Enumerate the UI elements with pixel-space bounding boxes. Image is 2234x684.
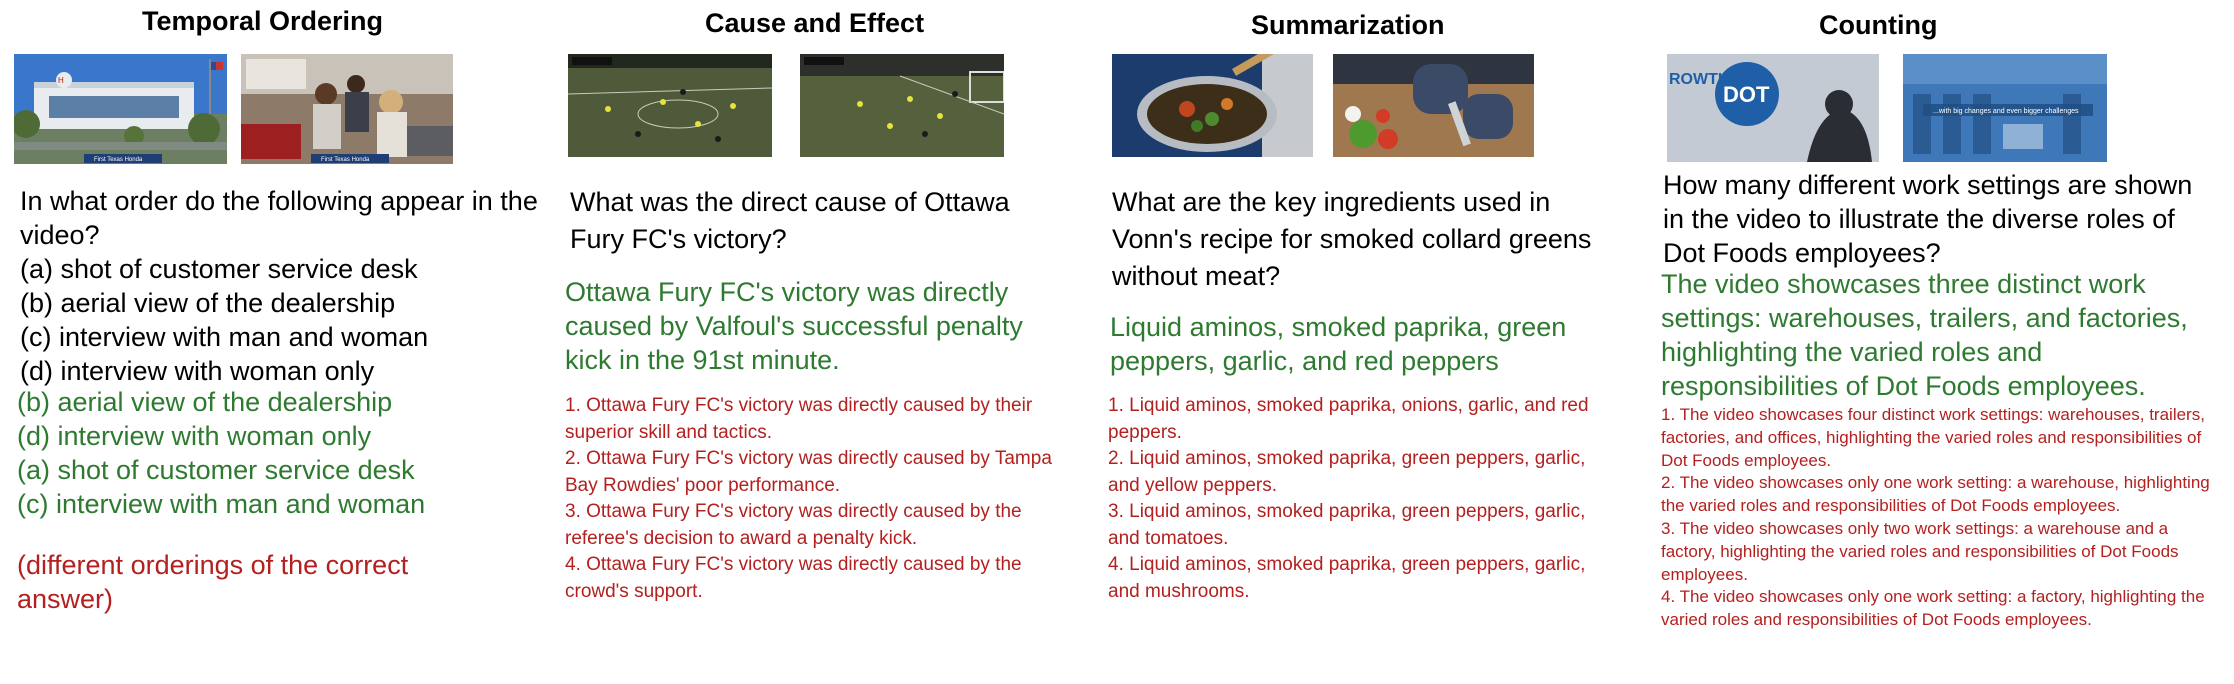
- distractor-note: (different orderings of the correct answ…: [17, 550, 409, 614]
- option-c: (c) interview with man and woman: [20, 322, 429, 352]
- distractor-list: 1. Ottawa Fury FC's victory was directly…: [565, 393, 1075, 605]
- panel-title: Temporal Ordering: [142, 6, 384, 36]
- question-text: How many different work settings are sho…: [1663, 170, 2193, 268]
- thumbnail-caption: First Texas Honda: [94, 157, 143, 163]
- distractor-item: 3. Liquid aminos, smoked paprika, green …: [1108, 501, 1586, 549]
- banner-text: ...with big changes and even bigger chal…: [1933, 108, 2079, 115]
- question-text: In what order do the following appear in…: [20, 184, 540, 388]
- correct-answer: Ottawa Fury FC's victory was directly ca…: [565, 277, 1023, 375]
- distractor-list: 1. The video showcases four distinct wor…: [1661, 404, 2227, 632]
- dot-foods-logo-thumbnail: DOT ROWTH: [1667, 54, 1879, 162]
- distractor-list: 1. Liquid aminos, smoked paprika, onions…: [1108, 393, 1618, 605]
- answer-line: (a) shot of customer service desk: [17, 455, 415, 485]
- logo-text: DOT: [1723, 82, 1770, 107]
- dealership-aerial-thumbnail: H First Texas Honda: [14, 54, 227, 164]
- distractor-item: 4. The video showcases only one work set…: [1661, 587, 2205, 630]
- warehouse-thumbnail: ...with big changes and even bigger chal…: [1903, 54, 2107, 162]
- correct-answer: Liquid aminos, smoked paprika, green pep…: [1110, 312, 1567, 376]
- distractor-item: 1. Liquid aminos, smoked paprika, onions…: [1108, 395, 1589, 443]
- cooking-pot-thumbnail: [1112, 54, 1313, 157]
- distractor-item: 2. Liquid aminos, smoked paprika, green …: [1108, 448, 1586, 496]
- option-b: (b) aerial view of the dealership: [20, 288, 396, 318]
- panel-title: Counting: [1819, 10, 1938, 40]
- svg-text:H: H: [58, 76, 64, 85]
- distractor-item: 4. Liquid aminos, smoked paprika, green …: [1108, 554, 1586, 602]
- option-d: (d) interview with woman only: [20, 356, 375, 386]
- question-text: What was the direct cause of Ottawa Fury…: [570, 187, 1010, 254]
- answer-line: (c) interview with man and woman: [17, 489, 426, 519]
- question: In what order do the following appear in…: [20, 186, 538, 250]
- distractor-item: 3. Ottawa Fury FC's victory was directly…: [565, 501, 1022, 549]
- panel-title: Summarization: [1251, 10, 1445, 40]
- distractor-item: 2. The video showcases only one work set…: [1661, 473, 2210, 516]
- answer-line: (b) aerial view of the dealership: [17, 387, 393, 417]
- showroom-interview-thumbnail: First Texas Honda: [241, 54, 453, 164]
- chopping-vegetables-thumbnail: [1333, 54, 1534, 157]
- distractor-item: 4. Ottawa Fury FC's victory was directly…: [565, 554, 1022, 602]
- answer-line: (d) interview with woman only: [17, 421, 372, 451]
- correct-answer: The video showcases three distinct work …: [1661, 269, 2188, 401]
- distractor-item: 1. The video showcases four distinct wor…: [1661, 405, 2205, 470]
- thumbnail-caption: First Texas Honda: [321, 157, 370, 163]
- panel-title: Cause and Effect: [705, 8, 925, 38]
- question-text: What are the key ingredients used in Von…: [1112, 187, 1592, 291]
- penalty-kick-thumbnail: [800, 54, 1004, 157]
- distractor-item: 2. Ottawa Fury FC's victory was directly…: [565, 448, 1052, 496]
- option-a: (a) shot of customer service desk: [20, 254, 418, 284]
- soccer-match-thumbnail: [568, 54, 772, 157]
- distractor-item: 1. Ottawa Fury FC's victory was directly…: [565, 395, 1033, 443]
- sign-text: ROWTH: [1669, 71, 1729, 88]
- correct-answer: (b) aerial view of the dealership (d) in…: [17, 385, 425, 521]
- distractor-item: 3. The video showcases only two work set…: [1661, 518, 2179, 584]
